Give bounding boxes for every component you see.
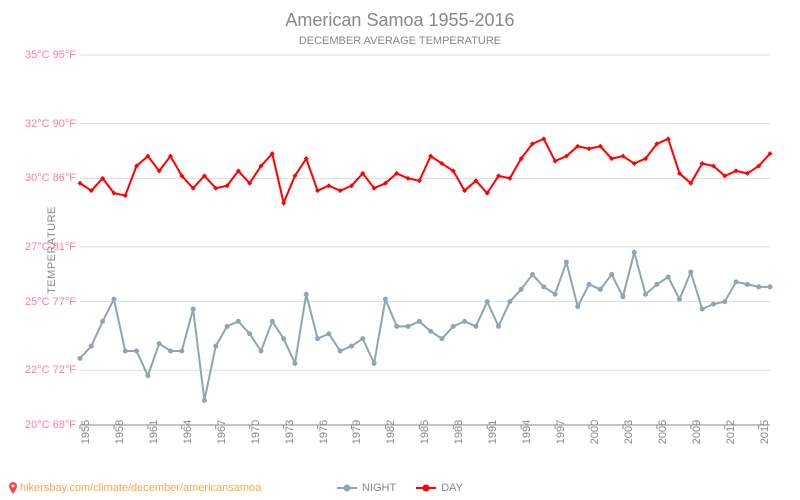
- legend-item-day: DAY: [416, 482, 463, 494]
- x-tick-label: 1964: [182, 420, 194, 444]
- x-tick-label: 1955: [80, 420, 92, 444]
- x-tick-label: 2003: [623, 420, 635, 444]
- legend: NIGHT DAY: [337, 482, 463, 494]
- legend-marker-day: [416, 487, 436, 489]
- x-tick-label: 2000: [589, 420, 601, 444]
- x-tick-label: 1967: [216, 420, 228, 444]
- chart-svg: [80, 55, 770, 425]
- x-tick-label: 1958: [114, 420, 126, 444]
- x-tick-label: 1961: [148, 420, 160, 444]
- y-tick-label: 27°C 81°F: [6, 241, 76, 253]
- chart-subtitle: DECEMBER AVERAGE TEMPERATURE: [0, 31, 800, 47]
- x-tick-label: 1982: [385, 420, 397, 444]
- legend-label-day: DAY: [441, 482, 463, 494]
- x-tick-label: 1979: [351, 420, 363, 444]
- x-tick-label: 2015: [759, 420, 771, 444]
- y-tick-label: 32°C 90°F: [6, 118, 76, 130]
- map-pin-icon: [8, 482, 18, 494]
- x-tick-label: 1985: [419, 420, 431, 444]
- legend-marker-night: [337, 487, 357, 489]
- legend-item-night: NIGHT: [337, 482, 396, 494]
- plot-area: [80, 55, 770, 425]
- y-tick-label: 22°C 72°F: [6, 364, 76, 376]
- x-tick-label: 2006: [657, 420, 669, 444]
- y-tick-label: 25°C 77°F: [6, 296, 76, 308]
- x-tick-label: 1973: [284, 420, 296, 444]
- x-tick-label: 1976: [318, 420, 330, 444]
- chart-title: American Samoa 1955-2016: [0, 0, 800, 31]
- attribution-text: hikersbay.com/climate/december/americans…: [20, 482, 261, 494]
- x-tick-label: 1988: [453, 420, 465, 444]
- x-tick-label: 1970: [250, 420, 262, 444]
- y-tick-label: 20°C 68°F: [6, 419, 76, 431]
- legend-label-night: NIGHT: [362, 482, 396, 494]
- x-tick-label: 2012: [725, 420, 737, 444]
- x-tick-label: 1994: [521, 420, 533, 444]
- x-tick-label: 2009: [691, 420, 703, 444]
- y-tick-label: 35°C 95°F: [6, 49, 76, 61]
- y-tick-label: 30°C 86°F: [6, 172, 76, 184]
- x-tick-label: 1991: [487, 420, 499, 444]
- x-tick-label: 1997: [555, 420, 567, 444]
- attribution: hikersbay.com/climate/december/americans…: [8, 482, 261, 494]
